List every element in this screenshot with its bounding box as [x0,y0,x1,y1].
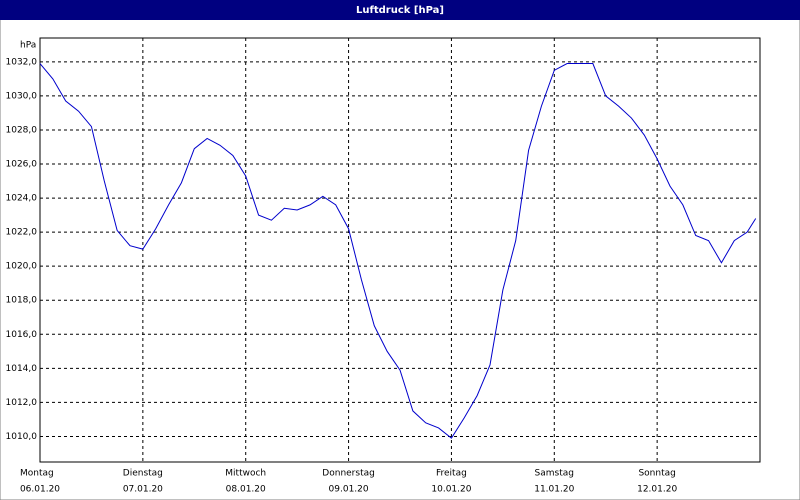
x-tick-date: 08.01.20 [226,485,266,495]
y-tick-label: 1028,0 [6,125,38,135]
x-tick-label: Montag [20,469,54,479]
x-tick-label: Donnerstag [322,469,375,479]
x-tick-date: 06.01.20 [20,485,60,495]
x-tick-date: 11.01.20 [534,485,574,495]
chart-title: Luftdruck [hPa] [356,5,444,16]
y-tick-label: 1030,0 [6,91,38,101]
y-tick-label: 1020,0 [6,262,38,272]
plot-area [39,37,761,463]
y-tick-label: 1014,0 [6,364,38,374]
data-line [39,63,757,439]
y-tick-label: 1032,0 [6,57,38,67]
y-tick-label: 1022,0 [6,228,38,238]
title-bar [0,0,800,20]
y-tick-label: 1018,0 [6,296,38,306]
y-tick-label: 1026,0 [6,160,38,170]
x-tick-label: Dienstag [123,469,163,479]
y-tick-label: 1010,0 [6,432,38,442]
x-tick-date: 07.01.20 [123,485,163,495]
y-unit: hPa [20,41,36,51]
x-tick-label: Mittwoch [225,469,266,479]
x-tick-date: 12.01.20 [637,485,677,495]
y-tick-label: 1024,0 [6,194,38,204]
y-tick-label: 1016,0 [6,330,38,340]
x-tick-date: 10.01.20 [431,485,471,495]
x-tick-date: 09.01.20 [329,485,369,495]
x-tick-label: Sonntag [638,469,675,479]
x-tick-label: Samstag [535,469,574,479]
y-tick-label: 1012,0 [6,398,38,408]
x-tick-label: Freitag [436,469,467,479]
